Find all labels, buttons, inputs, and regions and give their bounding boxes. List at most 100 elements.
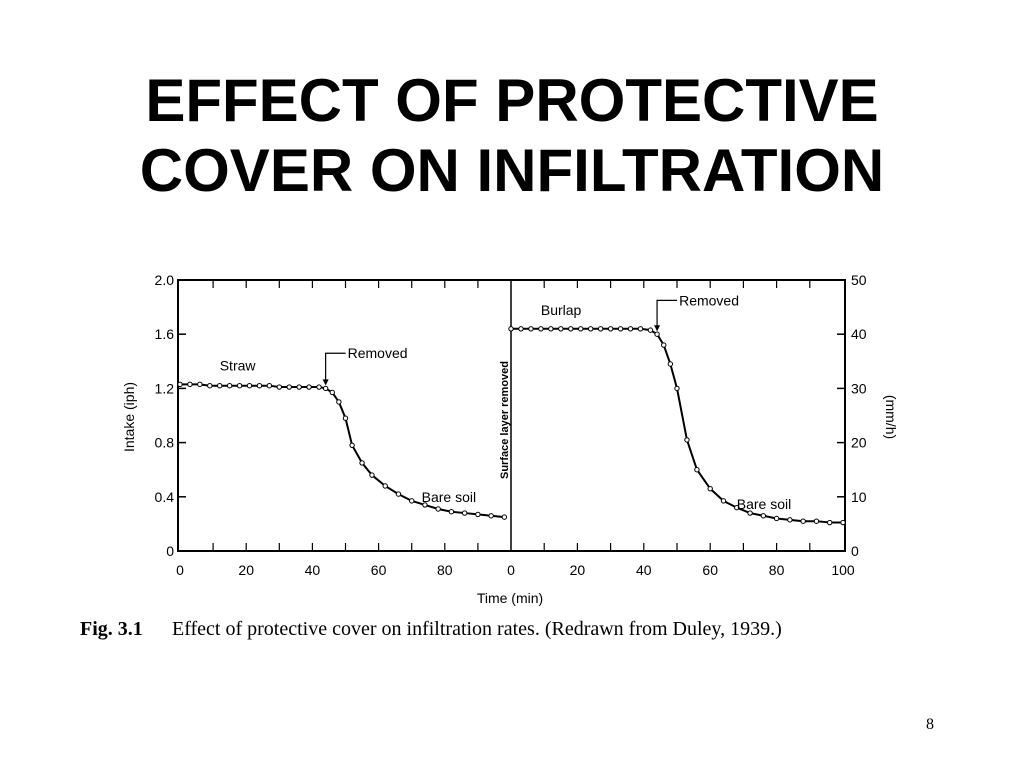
data-point (177, 381, 183, 388)
data-point (422, 502, 428, 508)
removed-leader-line (656, 299, 678, 331)
slide-title-line-2: COVER ON INFILTRATION (139, 137, 885, 204)
data-point (840, 519, 846, 526)
data-point (707, 485, 713, 492)
x-tick-label: 100 (831, 562, 855, 578)
x-axis-label: Time (min) (477, 590, 543, 606)
data-point (528, 326, 534, 332)
removed-label-panel-2: Removed (679, 292, 739, 308)
data-point (597, 326, 604, 332)
data-point (187, 381, 193, 388)
data-point (627, 326, 634, 332)
data-point (694, 467, 700, 473)
data-point (548, 326, 554, 332)
data-point (266, 382, 273, 389)
removed-label-panel-1: Removed (348, 345, 408, 361)
data-point (558, 326, 564, 332)
data-point (197, 381, 203, 388)
slide-title-line-1: EFFECT OF PROTECTIVE (145, 67, 879, 134)
data-point (226, 382, 233, 389)
y-tick-label-left: 0.8 (155, 435, 175, 451)
x-tick-label: 60 (371, 562, 387, 578)
data-point (654, 331, 660, 337)
figure-caption-text: Effect of protective cover on infiltrati… (172, 618, 782, 640)
data-point (538, 326, 544, 332)
y-tick-label-right: 10 (851, 489, 867, 505)
data-point (684, 437, 690, 443)
bare-soil-label-panel-1: Bare soil (422, 489, 476, 505)
x-tick-label: 0 (507, 562, 515, 578)
y-tick-label-left: 0.4 (155, 489, 175, 505)
cover-label-panel-2: Burlap (541, 302, 582, 318)
y-tick-label-right: 40 (851, 326, 867, 342)
data-point (607, 326, 614, 332)
data-point (568, 326, 574, 332)
data-point (661, 342, 667, 348)
data-point (276, 384, 282, 390)
y-tick-label-right: 0 (851, 543, 859, 559)
data-point (409, 498, 415, 504)
data-point (217, 382, 223, 389)
y-tick-label-left: 1.2 (155, 380, 175, 396)
figure-caption-label: Fig. 3.1 (80, 618, 143, 640)
data-point (667, 361, 674, 367)
data-point (787, 517, 793, 523)
x-tick-label: 20 (570, 562, 586, 578)
data-point (674, 385, 680, 392)
x-tick-label: 40 (636, 562, 652, 578)
data-point (461, 510, 468, 516)
data-point (236, 382, 243, 389)
x-tick-label: 80 (769, 562, 785, 578)
data-point (316, 384, 322, 390)
surface-layer-removed-label: Surface layer removed (499, 361, 511, 479)
data-point (747, 510, 753, 516)
data-point (587, 326, 594, 332)
data-point (813, 518, 820, 524)
cover-label-panel-1: Straw (220, 357, 257, 373)
x-tick-label: 80 (437, 562, 453, 578)
data-point (336, 399, 342, 405)
data-point (435, 506, 441, 512)
data-point (369, 472, 375, 478)
x-tick-label: 40 (305, 562, 321, 578)
x-tick-label: 0 (176, 562, 184, 578)
y-tick-label-left: 1.6 (155, 326, 175, 342)
data-point (720, 498, 727, 504)
data-point (448, 509, 455, 515)
data-point (296, 384, 302, 390)
removed-arrow-head (322, 379, 329, 386)
y-axis-label-right: (mm/h) (883, 395, 899, 439)
figure-caption: Fig. 3.1 Effect of protective cover on in… (80, 618, 980, 641)
page-number: 8 (926, 716, 934, 733)
data-point (578, 326, 584, 332)
data-point (349, 442, 355, 449)
data-point (246, 382, 253, 389)
data-point (827, 519, 833, 526)
data-point (760, 513, 767, 519)
removed-arrow-head (654, 325, 661, 332)
data-point (395, 491, 402, 497)
data-point (637, 326, 644, 332)
y-tick-label-right: 20 (851, 435, 867, 451)
y-tick-label-right: 50 (851, 272, 867, 288)
data-point (647, 327, 654, 333)
x-tick-label: 60 (702, 562, 718, 578)
chart-marks: 0 0.4 0.8 1.2 1.6 2.0 0 10 20 30 40 50 0 20 40 60 80 Stra… (155, 272, 867, 578)
data-point (329, 389, 335, 396)
data-point (256, 382, 263, 389)
data-point (207, 382, 213, 389)
removed-leader-line (325, 352, 346, 385)
x-tick-label: 20 (238, 562, 254, 578)
y-axis-label-left: Intake (iph) (121, 382, 137, 452)
slide-title: EFFECT OF PROTECTIVE COVER ON INFILTRATI… (0, 66, 1024, 206)
data-point (508, 326, 514, 332)
data-point (342, 415, 349, 421)
data-point (322, 385, 329, 392)
data-point (773, 515, 780, 522)
data-point (488, 513, 494, 519)
data-point (617, 326, 624, 332)
data-point (382, 483, 388, 489)
y-tick-label-left: 2.0 (155, 272, 175, 288)
series-line-panel-2 (511, 327, 843, 524)
